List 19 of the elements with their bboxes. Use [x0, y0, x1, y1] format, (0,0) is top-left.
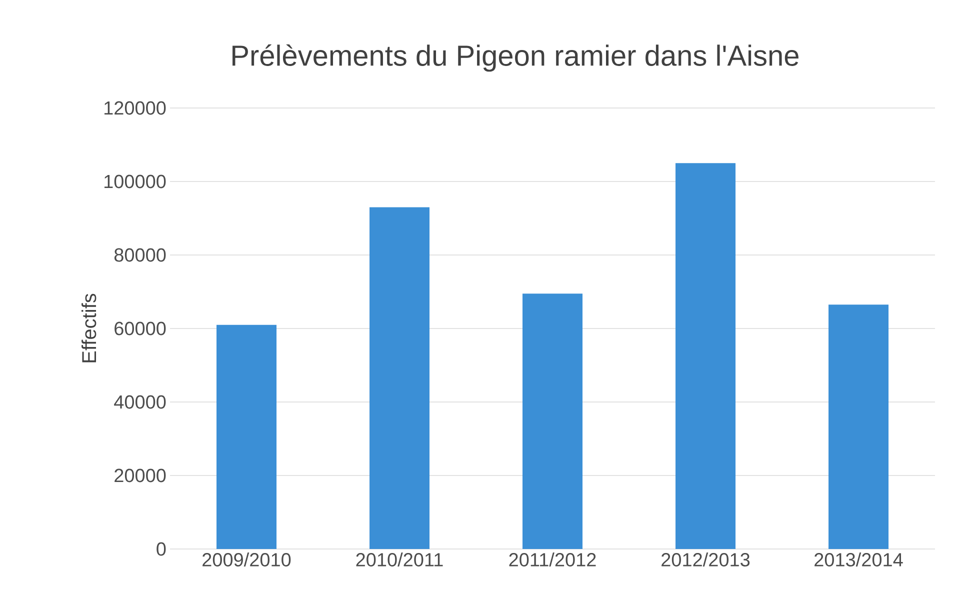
y-axis-title: Effectifs — [82, 294, 96, 362]
y-tick-label: 100000 — [104, 174, 166, 188]
bar — [370, 207, 430, 549]
y-tick-label: 20000 — [114, 468, 166, 482]
y-tick-label: 0 — [156, 542, 166, 556]
bar — [216, 324, 276, 549]
y-tick-label: 40000 — [114, 395, 166, 409]
y-tick-label: 80000 — [114, 248, 166, 262]
x-tick-label: 2009/2010 — [202, 552, 291, 566]
chart-title: Prélèvements du Pigeon ramier dans l'Aisne — [232, 44, 798, 72]
x-tick-label: 2012/2013 — [662, 552, 750, 566]
y-tick-label: 60000 — [114, 322, 166, 336]
x-tick-label: 2013/2014 — [814, 552, 903, 566]
y-tick-label: 120000 — [104, 101, 166, 115]
x-tick-label: 2011/2012 — [509, 552, 596, 566]
bar — [676, 163, 736, 549]
x-tick-label: 2010/2011 — [356, 552, 443, 566]
bar — [522, 294, 583, 549]
bar — [828, 304, 889, 549]
